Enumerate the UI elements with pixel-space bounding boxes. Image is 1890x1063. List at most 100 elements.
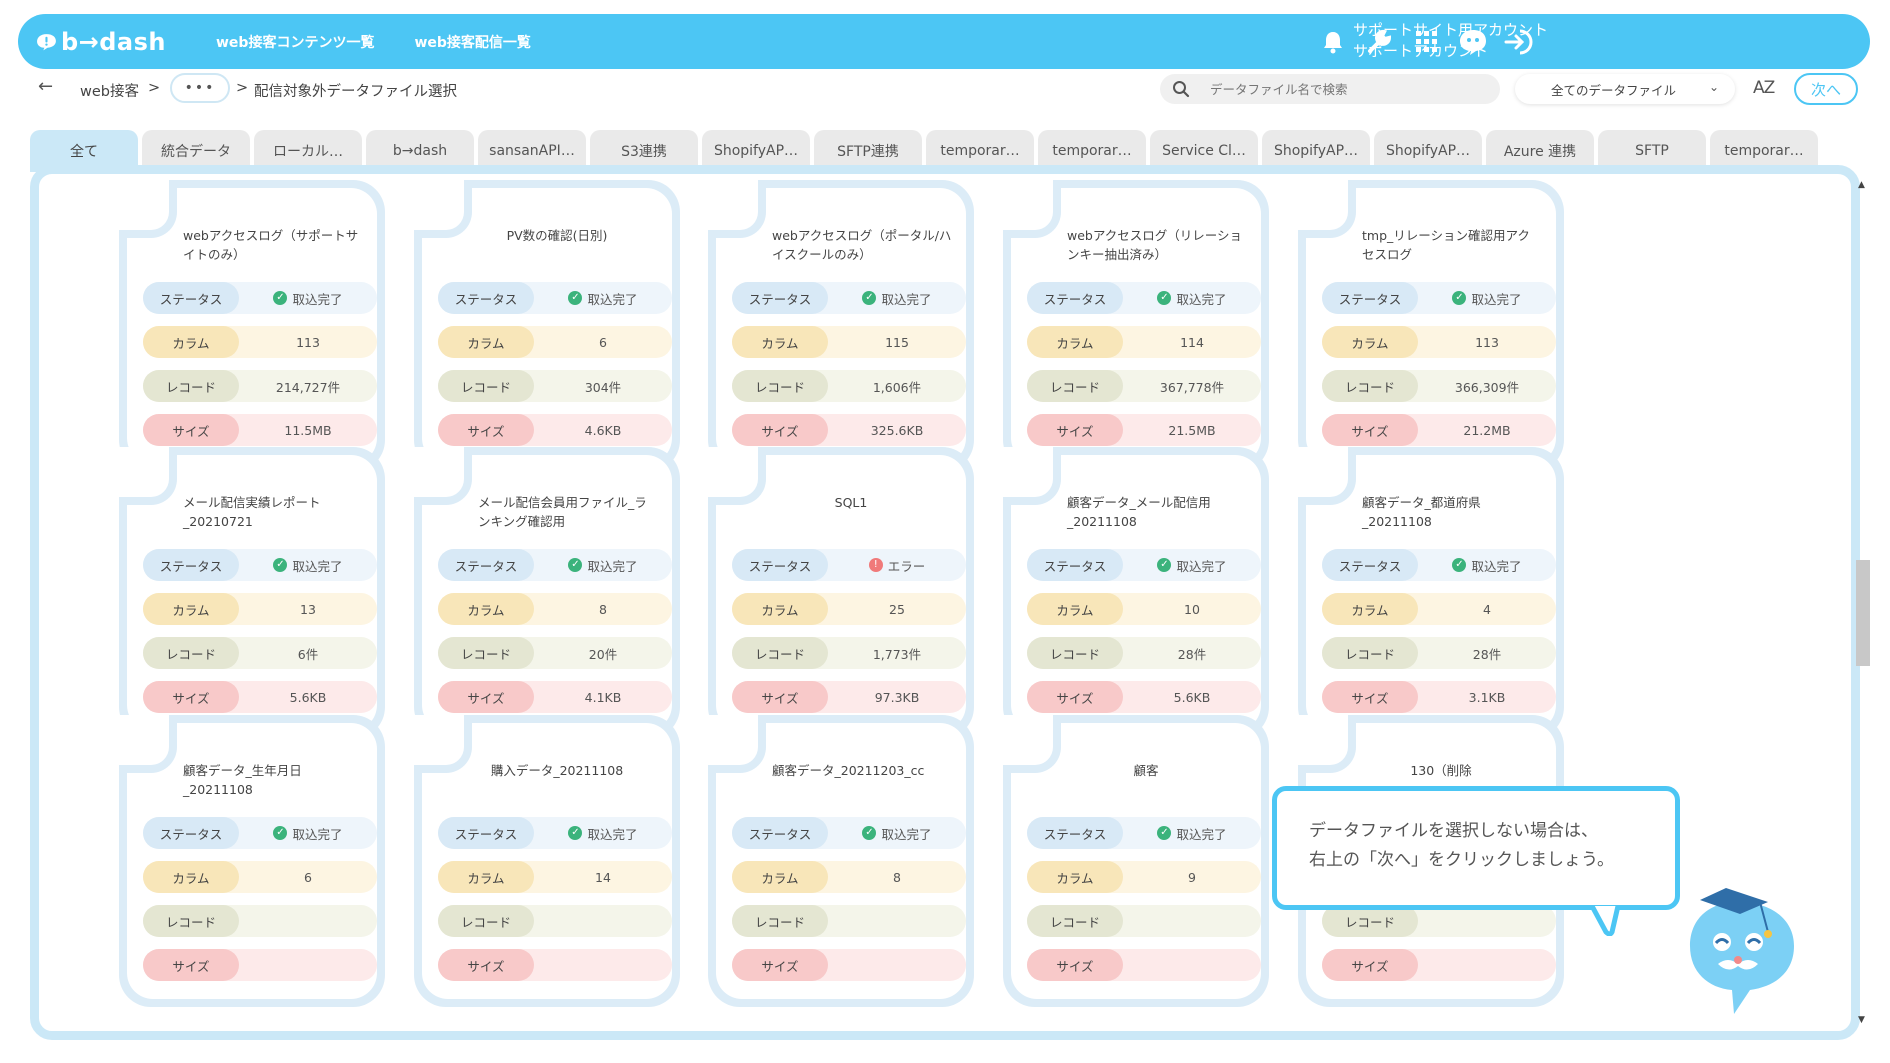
status-value: ✓ 取込完了	[1418, 549, 1556, 581]
card-body: メール配信実績レポート_20210721 ステータス ✓ 取込完了 カラム 13 レコード 6…	[119, 447, 377, 731]
card-body: メール配信会員用ファイル_ランキング確認用 ステータス ✓ 取込完了 カラム 8 レコード 2…	[414, 447, 672, 731]
status-row: ステータス! エラー	[732, 549, 966, 581]
column-label: カラム	[732, 593, 828, 625]
app-header: b→dash web接客コンテンツ一覧 web接客配信一覧 サポートサイト用アカ…	[18, 14, 1870, 69]
size-row: サイズ	[1322, 949, 1556, 981]
status-label: ステータス	[1322, 282, 1418, 314]
datafile-card[interactable]: 購入データ_20211108 ステータス ✓ 取込完了 カラム 14 レコード サイズ	[414, 715, 680, 1007]
column-row: カラム 114	[1027, 326, 1261, 358]
wrench-icon[interactable]	[1364, 27, 1394, 57]
record-count: 214,727件	[275, 379, 341, 395]
chevron-down-icon: ⌄	[1708, 80, 1719, 94]
check-status-icon: ✓	[273, 826, 288, 840]
datafile-card[interactable]: PV数の確認(日別) ステータス ✓ 取込完了 カラム 6 レコード 304件 サイズ 4.6KB	[414, 180, 680, 472]
scrollbar-thumb[interactable]	[1856, 560, 1870, 666]
status-value: ✓ 取込完了	[1418, 282, 1556, 314]
record-row: レコード 6件	[143, 637, 377, 669]
check-status-icon: ✓	[1157, 291, 1172, 305]
bdash-logo[interactable]: b→dash	[36, 25, 166, 59]
logout-icon[interactable]	[1504, 27, 1534, 57]
status-label: ステータス	[732, 817, 828, 849]
file-size: 5.6KB	[289, 689, 327, 705]
scroll-down-icon[interactable]: ▼	[1858, 1015, 1865, 1025]
datafile-card[interactable]: メール配信実績レポート_20210721 ステータス ✓ 取込完了 カラム 13 レコード 6…	[119, 447, 385, 739]
search-box[interactable]	[1160, 74, 1500, 104]
card-body: 顧客データ_生年月日_20211108 ステータス ✓ 取込完了 カラム 6 レコード サイズ	[119, 715, 377, 999]
record-label: レコード	[438, 370, 534, 402]
column-label: カラム	[1322, 593, 1418, 625]
card-title: PV数の確認(日別)	[506, 228, 608, 243]
nav-web-delivery-list[interactable]: web接客配信一覧	[414, 34, 531, 51]
datafile-card[interactable]: 顧客データ_メール配信用_20211108 ステータス ✓ 取込完了 カラム 10 レコード…	[1003, 447, 1269, 739]
datafile-card[interactable]: webアクセスログ（サポートサイトのみ） ステータス ✓ 取込完了 カラム 113 レコード…	[119, 180, 385, 472]
card-title: 顧客	[1133, 763, 1159, 778]
breadcrumb-more-button[interactable]: •••	[170, 73, 230, 103]
datafile-card[interactable]: webアクセスログ（リレーションキー抽出済み） ステータス ✓ 取込完了 カラム 114 レ…	[1003, 180, 1269, 472]
card-body: webアクセスログ（サポートサイトのみ） ステータス ✓ 取込完了 カラム 113 レコード…	[119, 180, 377, 464]
search-input[interactable]	[1210, 81, 1490, 97]
file-corner-icon	[414, 180, 472, 238]
datafile-card[interactable]: メール配信会員用ファイル_ランキング確認用 ステータス ✓ 取込完了 カラム 8 レコード 2…	[414, 447, 680, 739]
file-size	[1123, 949, 1261, 981]
column-row: カラム 8	[732, 861, 966, 893]
next-button[interactable]: 次へ	[1794, 73, 1858, 105]
column-count: 113	[1475, 334, 1499, 350]
column-row: カラム 9	[1027, 861, 1261, 893]
column-label: カラム	[438, 326, 534, 358]
status-value: ✓ 取込完了	[239, 282, 377, 314]
column-row: カラム 25	[732, 593, 966, 625]
file-size: 4.6KB	[584, 422, 622, 438]
status-value: ✓ 取込完了	[1123, 817, 1261, 849]
record-count: 1,773件	[872, 646, 922, 662]
breadcrumb-root[interactable]: web接客	[80, 84, 139, 100]
size-label: サイズ	[143, 681, 239, 713]
datafile-card[interactable]: 顧客 ステータス ✓ 取込完了 カラム 9 レコード サイズ	[1003, 715, 1269, 1007]
file-corner-icon	[1003, 447, 1061, 505]
status-text: 取込完了	[587, 291, 638, 307]
status-text: 取込完了	[587, 826, 638, 842]
record-label: レコード	[1027, 905, 1123, 937]
datafile-card[interactable]: 顧客データ_20211203_cc ステータス ✓ 取込完了 カラム 8 レコード サイズ	[708, 715, 974, 1007]
file-size	[239, 949, 377, 981]
file-corner-icon	[1298, 715, 1356, 773]
record-row: レコード	[732, 905, 966, 937]
nav-web-content-list[interactable]: web接客コンテンツ一覧	[216, 34, 375, 51]
record-row: レコード 214,727件	[143, 370, 377, 402]
status-row: ステータス ✓ 取込完了	[143, 817, 377, 849]
size-label: サイズ	[732, 949, 828, 981]
record-row: レコード 1,773件	[732, 637, 966, 669]
panel-scrollbar[interactable]: ▲ ▼	[1856, 180, 1870, 1025]
status-text: 取込完了	[881, 291, 932, 307]
datafile-filter-select[interactable]: 全てのデータファイル ⌄	[1515, 74, 1735, 104]
datafile-card[interactable]: SQL1 ステータス! エラー カラム 25 レコード 1,773件 サイズ 97.3KB	[708, 447, 974, 739]
status-label: ステータス	[438, 549, 534, 581]
bell-icon[interactable]	[1318, 27, 1348, 57]
file-corner-icon	[708, 715, 766, 773]
card-title: 顧客データ_メール配信用_20211108	[1067, 495, 1211, 529]
datafile-card[interactable]: 顧客データ_生年月日_20211108 ステータス ✓ 取込完了 カラム 6 レコード サイズ	[119, 715, 385, 1007]
datafile-card[interactable]: tmp_リレーション確認用アクセスログ ステータス ✓ 取込完了 カラム 113 レコード 3…	[1298, 180, 1564, 472]
status-row: ステータス ✓ 取込完了	[438, 282, 672, 314]
record-label: レコード	[143, 370, 239, 402]
record-count	[828, 905, 966, 937]
size-label: サイズ	[438, 949, 534, 981]
mascot-icon[interactable]	[1458, 27, 1488, 57]
card-body: webアクセスログ（リレーションキー抽出済み） ステータス ✓ 取込完了 カラム 114 レ…	[1003, 180, 1261, 464]
column-row: カラム 8	[438, 593, 672, 625]
datafile-card[interactable]: webアクセスログ（ポータル/ハイスクールのみ） ステータス ✓ 取込完了 カラム 115…	[708, 180, 974, 472]
status-label: ステータス	[1322, 549, 1418, 581]
status-row: ステータス ✓ 取込完了	[1322, 549, 1556, 581]
scroll-up-icon[interactable]: ▲	[1858, 180, 1865, 190]
back-arrow-icon[interactable]: ←	[38, 76, 54, 97]
column-count: 113	[296, 334, 320, 350]
grid-icon[interactable]	[1412, 27, 1442, 57]
datafile-card[interactable]: 顧客データ_都道府県_20211108 ステータス ✓ 取込完了 カラム 4 レコード 28件…	[1298, 447, 1564, 739]
file-corner-icon	[119, 447, 177, 505]
card-title: 顧客データ_生年月日_20211108	[183, 763, 302, 797]
breadcrumb-separator: >	[148, 80, 161, 96]
breadcrumb-separator: >	[236, 80, 249, 96]
status-row: ステータス ✓ 取込完了	[1322, 282, 1556, 314]
column-label: カラム	[1322, 326, 1418, 358]
sort-az-icon[interactable]: AZ	[1753, 78, 1775, 98]
record-row: レコード	[438, 905, 672, 937]
